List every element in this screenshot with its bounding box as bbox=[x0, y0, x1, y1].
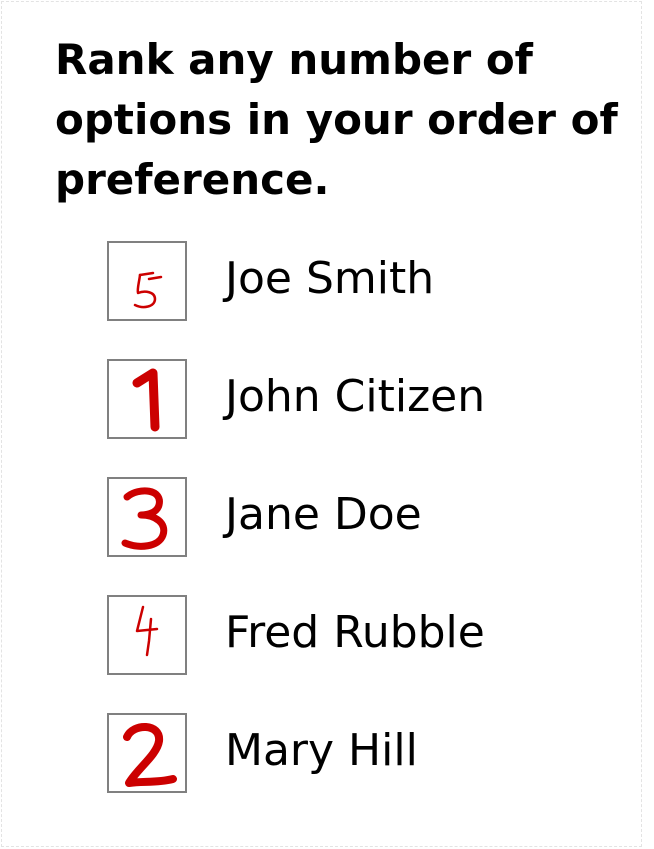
candidate-name: Jane Doe bbox=[225, 489, 422, 540]
candidate-name: Joe Smith bbox=[225, 253, 435, 304]
handwritten-rank-4 bbox=[135, 605, 159, 657]
candidate-name: John Citizen bbox=[225, 371, 486, 422]
ballot-option: 4 Fred Rubble bbox=[107, 595, 627, 675]
candidate-name: Mary Hill bbox=[225, 725, 418, 776]
ballot-border bbox=[1, 1, 642, 847]
rank-box[interactable]: 1 bbox=[107, 359, 187, 439]
ballot-instruction: Rank any number of options in your order… bbox=[55, 35, 618, 204]
handwritten-rank-5 bbox=[133, 271, 163, 309]
ballot-option: 1 John Citizen bbox=[107, 359, 627, 439]
handwritten-rank-2 bbox=[123, 723, 177, 787]
candidate-name: Fred Rubble bbox=[225, 607, 485, 658]
ballot-option: 2 Mary Hill bbox=[107, 713, 627, 793]
rank-box[interactable]: 4 bbox=[107, 595, 187, 675]
rank-box[interactable]: 5 bbox=[107, 241, 187, 321]
ballot-option: 3 Jane Doe bbox=[107, 477, 627, 557]
handwritten-rank-1 bbox=[132, 368, 160, 432]
rank-box[interactable]: 2 bbox=[107, 713, 187, 793]
ballot-option: 5 Joe Smith bbox=[107, 241, 627, 321]
handwritten-rank-3 bbox=[121, 487, 168, 550]
rank-box[interactable]: 3 bbox=[107, 477, 187, 557]
